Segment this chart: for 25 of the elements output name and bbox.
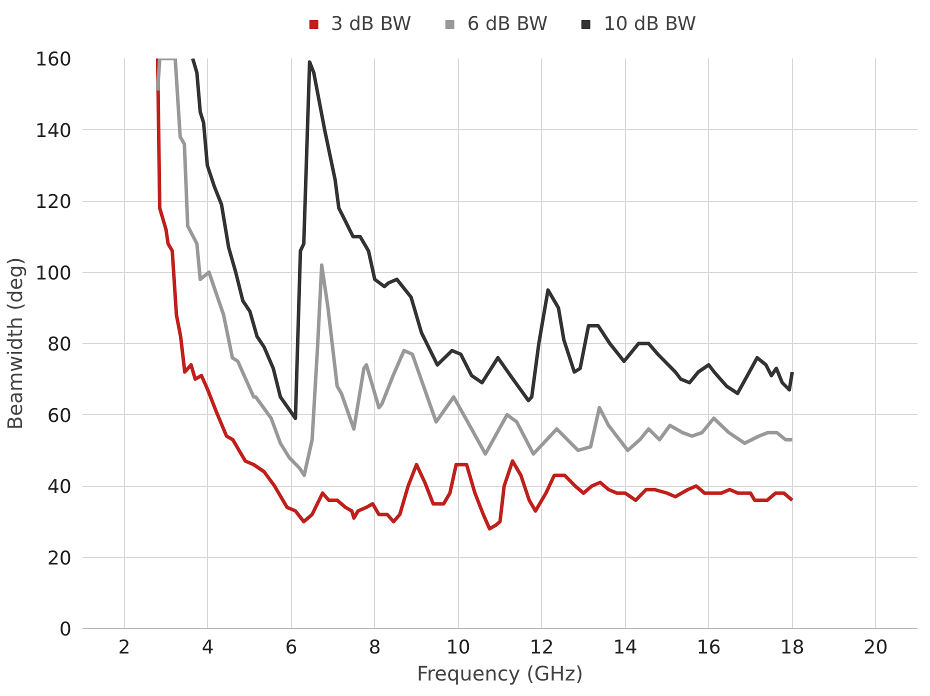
x-tick-label: 10 <box>446 636 470 658</box>
y-tick-label: 40 <box>47 476 72 498</box>
x-tick-label: 2 <box>118 636 130 658</box>
x-tick-label: 16 <box>696 636 721 658</box>
x-tick-label: 8 <box>368 636 381 658</box>
x-tick-label: 4 <box>202 636 214 658</box>
x-tick-label: 14 <box>613 636 638 658</box>
y-tick-label: 80 <box>47 334 72 356</box>
y-tick-label: 120 <box>35 191 72 213</box>
legend-label: 10 dB BW <box>604 13 696 35</box>
x-axis-title: Frequency (GHz) <box>416 662 584 686</box>
x-tick-label: 20 <box>864 636 888 658</box>
y-tick-label: 100 <box>35 262 72 284</box>
x-tick-label: 12 <box>530 636 554 658</box>
y-tick-label: 160 <box>35 48 72 70</box>
y-tick-label: 140 <box>35 120 72 142</box>
x-tick-label: 6 <box>285 636 298 658</box>
y-tick-label: 20 <box>47 547 72 570</box>
y-tick-label: 60 <box>47 404 72 427</box>
legend-label: 3 dB BW <box>330 13 412 35</box>
legend-label: 6 dB BW <box>467 13 548 35</box>
line-series <box>190 58 794 420</box>
x-tick-label: 18 <box>780 636 804 658</box>
y-axis-title: Beamwidth (deg) <box>3 257 28 430</box>
y-tick-label: 0 <box>59 618 72 640</box>
